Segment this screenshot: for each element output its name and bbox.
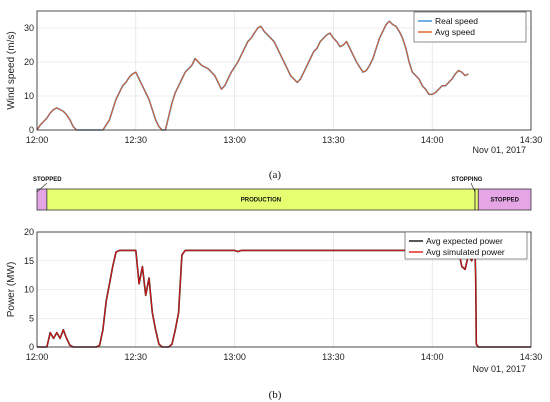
series-line-0 — [37, 248, 531, 348]
x-tick-label: 12:00 — [26, 135, 49, 145]
state-pointer-2 — [470, 182, 476, 193]
legend-label-0: Real speed — [435, 16, 478, 26]
x-tick-label: 13:30 — [322, 135, 345, 145]
y-tick-label: 5 — [29, 313, 34, 323]
y-tick-label: 0 — [29, 125, 34, 135]
y-axis-label: Power (MW) — [6, 262, 17, 318]
state-label-3: STOPPED — [490, 198, 519, 204]
y-tick-label: 30 — [24, 23, 34, 33]
legend-box — [404, 231, 528, 260]
state-segment-3 — [477, 188, 532, 211]
state-label-1: PRODUCTION — [241, 198, 281, 204]
y-tick-label: 10 — [24, 285, 34, 295]
panel-label: (a) — [269, 169, 282, 181]
panel-label: (b) — [269, 389, 282, 401]
y-tick-label: 10 — [24, 91, 34, 101]
state-segment-2 — [474, 188, 479, 211]
legend-label-1: Avg simulated power — [426, 247, 505, 257]
series-line-1 — [36, 20, 469, 131]
x-tick-label: 13:00 — [223, 352, 246, 362]
y-tick-label: 20 — [24, 227, 34, 237]
plot-frame — [36, 231, 532, 348]
y-tick-label: 0 — [29, 342, 34, 352]
y-tick-label: 20 — [24, 57, 34, 67]
series-line-1 — [37, 248, 531, 348]
x-tick-label: 13:00 — [223, 135, 246, 145]
legend-label-0: Avg expected power — [426, 236, 503, 246]
legend-label-1: Avg speed — [435, 27, 475, 37]
legend-box — [413, 11, 527, 43]
plot-frame — [36, 10, 532, 131]
x-tick-label: 12:00 — [26, 352, 49, 362]
x-tick-label: 14:30 — [520, 352, 543, 362]
x-tick-label: 14:00 — [421, 135, 444, 145]
x-tick-label: 14:00 — [421, 352, 444, 362]
state-pointer-0 — [36, 182, 48, 193]
x-tick-label: 13:30 — [322, 352, 345, 362]
x-tick-label: 12:30 — [125, 352, 148, 362]
x-tick-label: 14:30 — [520, 135, 543, 145]
state-label-2: STOPPING — [452, 177, 483, 183]
y-tick-label: 15 — [24, 256, 34, 266]
x-date-label: Nov 01, 2017 — [472, 145, 526, 155]
y-axis-label: Wind speed (m/s) — [6, 31, 17, 109]
state-segment-0 — [36, 188, 48, 211]
x-tick-label: 12:30 — [125, 135, 148, 145]
x-date-label: Nov 01, 2017 — [472, 364, 526, 374]
state-label-0: STOPPED — [33, 177, 62, 183]
series-line-0 — [36, 20, 469, 131]
